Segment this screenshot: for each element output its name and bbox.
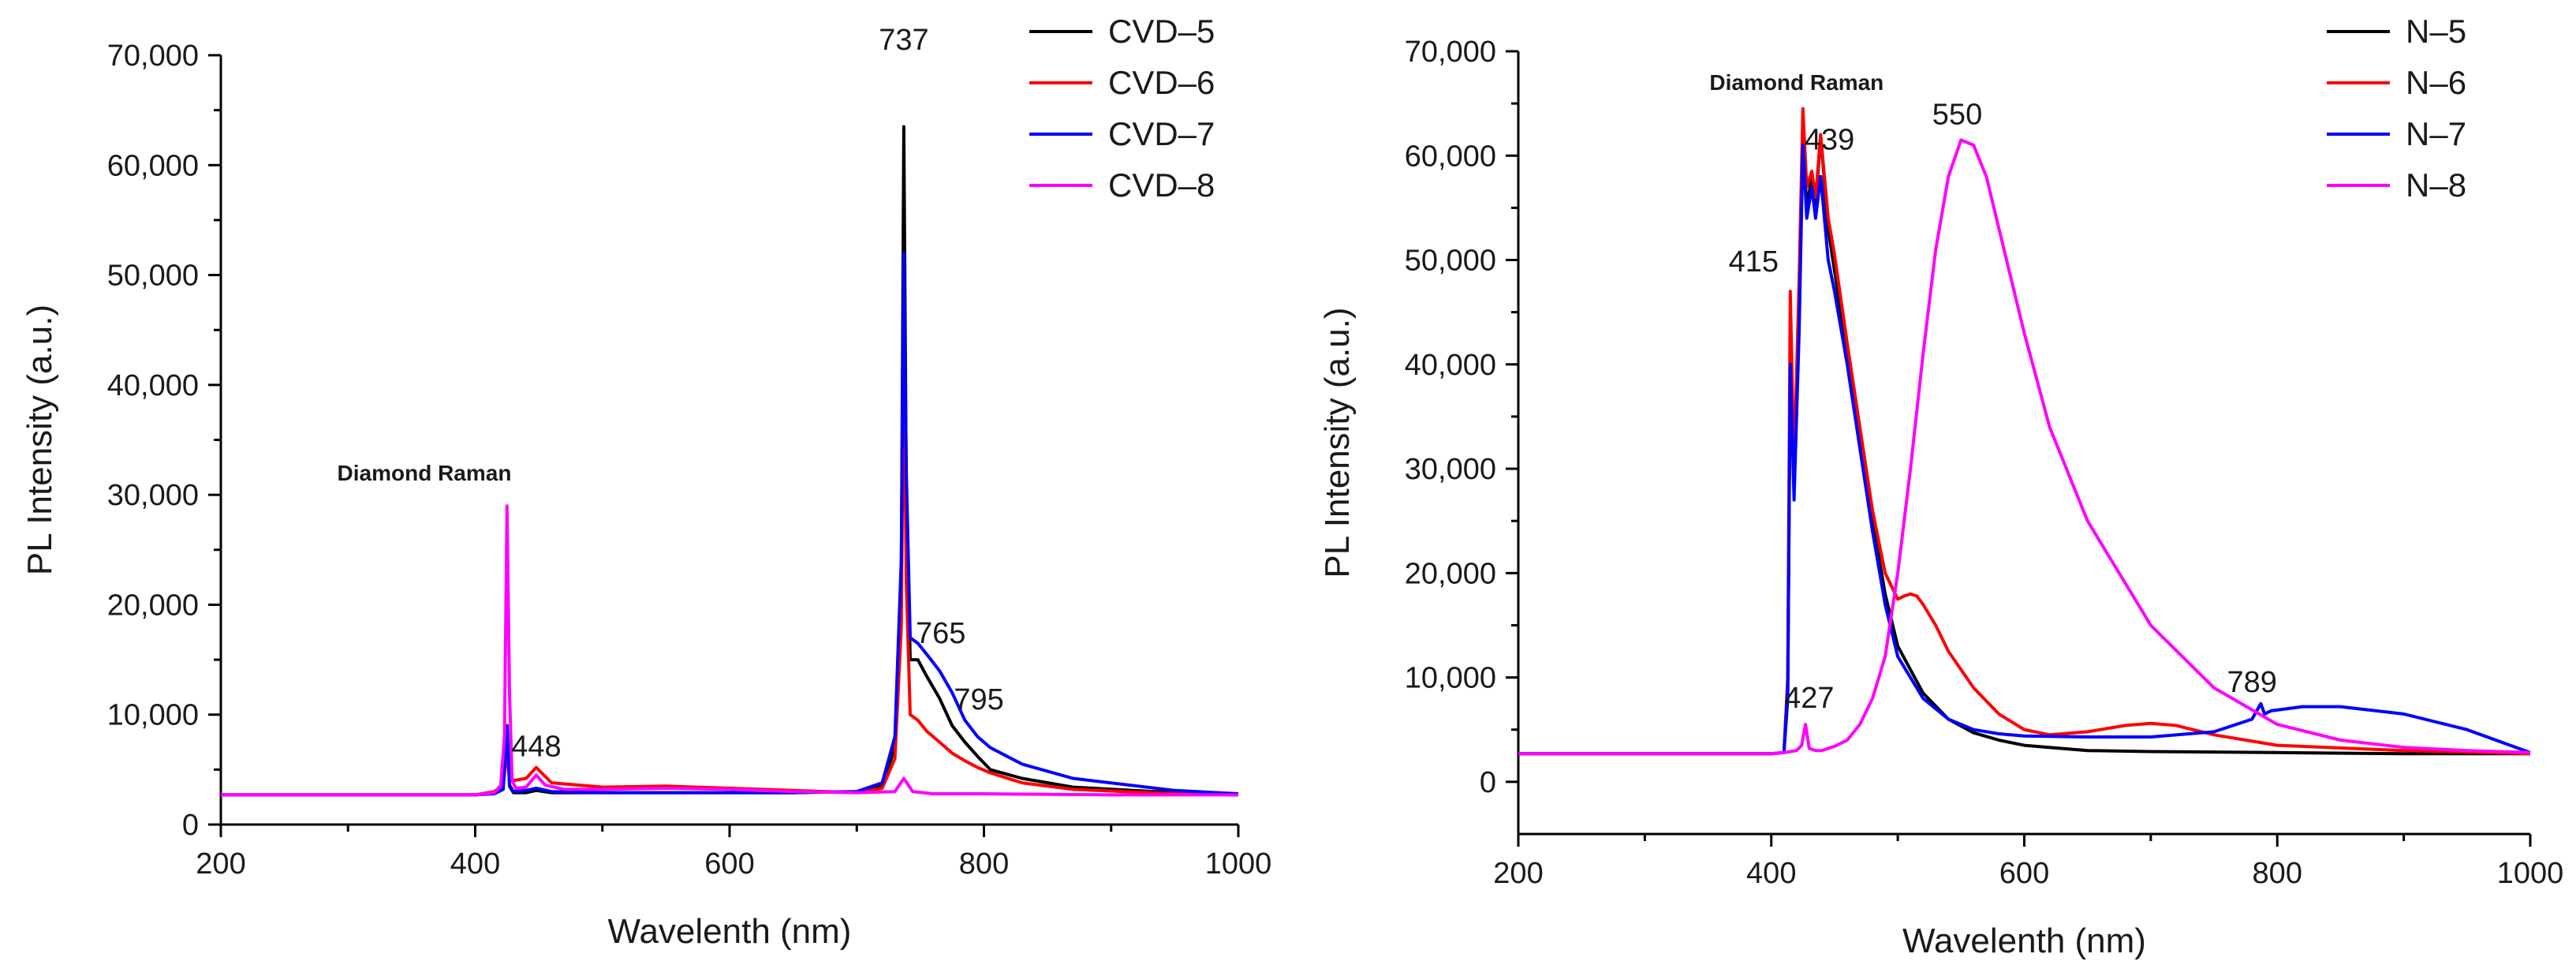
chart-1-legend-label: N–7 — [2406, 115, 2466, 152]
chart-1-legend-label: N–6 — [2406, 64, 2466, 101]
chart-1-annotation: 439 — [1805, 123, 1854, 156]
chart-1-annotation: 550 — [1932, 99, 1982, 132]
chart-0-y-tick-label: 40,000 — [107, 369, 199, 402]
chart-0-series-line-2 — [221, 251, 1239, 797]
chart-1-x-tick-label: 800 — [2253, 857, 2302, 890]
chart-0-x-axis-label: Wavelenth (nm) — [608, 912, 852, 951]
chart-1-y-tick-label: 0 — [1480, 766, 1496, 799]
chart-1-legend-label: N–8 — [2406, 166, 2466, 204]
chart-0-y-tick-label: 70,000 — [107, 39, 199, 73]
chart-1-annotation: 415 — [1729, 245, 1779, 279]
chart-1-series-line-3 — [1518, 138, 2531, 756]
chart-1-y-tick-label: 40,000 — [1405, 349, 1496, 382]
chart-0-x-tick-label: 400 — [450, 847, 500, 881]
chart-0-annotation: 795 — [954, 683, 1003, 716]
chart-0-y-tick-label: 0 — [182, 809, 199, 842]
chart-0-y-tick-label: 60,000 — [107, 149, 199, 182]
chart-1-x-axis-label: Wavelenth (nm) — [1902, 922, 2146, 960]
chart-0-annotation: 765 — [916, 617, 965, 650]
chart-0-legend-label: CVD–6 — [1108, 64, 1215, 101]
chart-1-legend-label: N–5 — [2406, 13, 2466, 50]
chart-0-annotation: 737 — [879, 24, 928, 57]
chart-0-y-tick-label: 20,000 — [107, 589, 199, 622]
chart-0-annotation: Diamond Raman — [338, 461, 512, 485]
chart-0-legend-label: CVD–8 — [1108, 166, 1215, 204]
chart-0-legend-label: CVD–5 — [1108, 13, 1215, 50]
chart-0-y-axis-label: PL Intensity (a.u.) — [21, 305, 59, 575]
chart-1-y-tick-label: 30,000 — [1405, 453, 1496, 486]
chart-1-annotation: Diamond Raman — [1709, 70, 1883, 95]
chart-1-y-tick-label: 10,000 — [1405, 662, 1496, 695]
chart-0-x-tick-label: 200 — [196, 847, 245, 881]
chart-1-x-tick-label: 600 — [1999, 857, 2049, 890]
chart-0-y-tick-label: 50,000 — [107, 260, 199, 293]
chart-1-y-tick-label: 50,000 — [1405, 245, 1496, 278]
chart-1-y-tick-label: 20,000 — [1405, 557, 1496, 590]
chart-0-series-line-3 — [221, 504, 1238, 797]
chart-1-y-tick-label: 70,000 — [1405, 36, 1496, 69]
chart-0-y-tick-label: 10,000 — [107, 699, 199, 732]
chart-0-x-tick-label: 800 — [959, 847, 1009, 881]
chart-0-x-tick-label: 1000 — [1205, 847, 1272, 881]
chart-1-annotation: 789 — [2227, 666, 2276, 699]
chart-1-x-tick-label: 1000 — [2497, 857, 2564, 890]
chart-1-series-line-0 — [1518, 133, 2530, 756]
chart-0-series-line-1 — [221, 339, 1239, 797]
chart-1-x-tick-label: 400 — [1746, 857, 1796, 890]
chart-left-cvd: 200 400 600 800 1000 0 10,000 20,000 30,000 40,00… — [21, 13, 1271, 951]
chart-1-series-line-1 — [1518, 107, 2531, 756]
chart-0-x-tick-label: 600 — [704, 847, 754, 881]
chart-1-y-tick-label: 60,000 — [1405, 140, 1496, 173]
chart-1-x-tick-label: 200 — [1493, 857, 1543, 890]
chart-right-n: 200 400 600 800 1000 0 10,000 20,000 30,000 40,00… — [1318, 13, 2563, 960]
chart-0-annotation: 448 — [511, 731, 561, 764]
chart-0-y-tick-label: 30,000 — [107, 479, 199, 512]
chart-1-series-line-2 — [1518, 144, 2531, 756]
chart-1-annotation: 427 — [1784, 682, 1834, 715]
chart-0-legend-label: CVD–7 — [1108, 115, 1215, 152]
chart-1-y-axis-label: PL Intensity (a.u.) — [1318, 307, 1357, 578]
